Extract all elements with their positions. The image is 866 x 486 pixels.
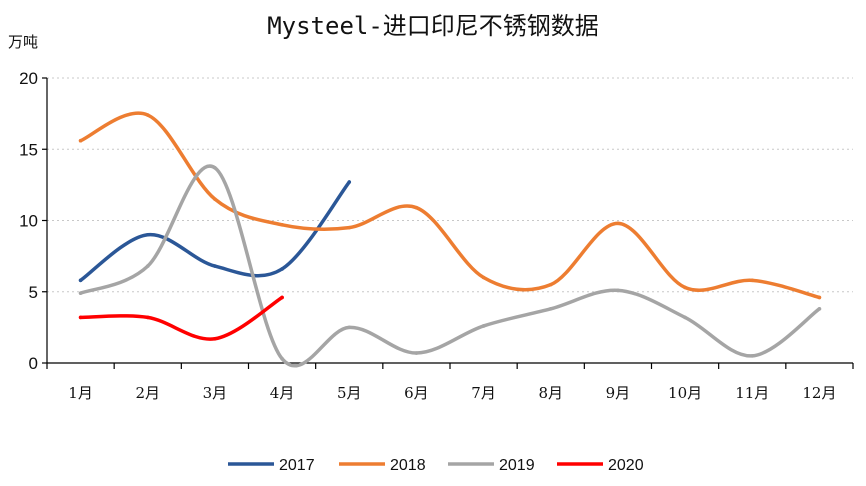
legend-label-2020: 2020 — [608, 457, 644, 474]
x-tick-label: 3月 — [203, 384, 228, 402]
x-ticks: 1月 2月 3月 4月 5月 6月 7月 8月 9月 10月 11月 12月 — [46, 363, 854, 402]
data-point-2017 — [78, 278, 83, 283]
data-point-2018 — [481, 275, 486, 280]
series-line-2020 — [78, 295, 284, 341]
data-point-2019 — [145, 264, 150, 268]
legend-label-2017: 2017 — [279, 457, 315, 474]
data-point-2019 — [750, 354, 755, 358]
series — [78, 111, 822, 368]
x-tick-label: 4月 — [270, 384, 295, 402]
data-point-2017 — [145, 232, 150, 237]
x-tick-label: 11月 — [735, 384, 769, 402]
y-tick-label: 0 — [29, 354, 38, 373]
x-tick-label: 1月 — [68, 384, 93, 402]
x-tick-label: 2月 — [135, 384, 160, 402]
x-tick-label: 12月 — [802, 384, 836, 402]
grid — [47, 77, 853, 293]
data-point-2019 — [616, 288, 620, 293]
data-point-2020 — [213, 336, 217, 341]
chart-title: Mysteel-进口印尼不锈钢数据 — [267, 12, 599, 40]
x-tick-label: 6月 — [404, 384, 429, 402]
data-point-2019 — [548, 307, 553, 311]
legend: 2017 2018 2019 2020 — [228, 457, 644, 474]
legend-label-2019: 2019 — [499, 457, 535, 474]
y-axis-unit-label: 万吨 — [8, 33, 38, 51]
data-point-2019 — [481, 324, 486, 328]
x-tick-label: 9月 — [606, 384, 631, 402]
y-ticks: 0 5 10 15 20 — [19, 69, 47, 373]
data-point-2017 — [280, 267, 284, 271]
data-point-2017 — [347, 180, 352, 184]
x-tick-label: 7月 — [471, 384, 496, 402]
data-point-2018 — [78, 138, 83, 143]
x-tick-label: 5月 — [337, 384, 362, 402]
data-point-2018 — [683, 285, 687, 290]
x-tick-label: 8月 — [538, 384, 563, 402]
data-point-2018 — [750, 278, 755, 283]
series-line-2018 — [78, 111, 822, 300]
y-tick-label: 5 — [29, 283, 38, 302]
data-point-2017 — [213, 264, 217, 268]
data-point-2018 — [280, 222, 284, 227]
data-point-2020 — [78, 315, 83, 320]
data-point-2019 — [817, 307, 822, 311]
data-point-2020 — [280, 295, 284, 300]
data-point-2018 — [213, 197, 217, 201]
data-point-2018 — [414, 205, 419, 210]
y-tick-label: 15 — [19, 140, 38, 159]
data-point-2019 — [280, 356, 284, 361]
data-point-2018 — [548, 282, 553, 287]
data-point-2019 — [78, 291, 83, 295]
data-point-2019 — [414, 351, 419, 355]
y-tick-label: 20 — [19, 69, 38, 88]
data-point-2019 — [347, 325, 352, 330]
data-point-2019 — [213, 165, 217, 170]
data-point-2019 — [683, 315, 687, 320]
data-point-2018 — [347, 225, 352, 230]
y-tick-label: 10 — [19, 212, 38, 231]
data-point-2018 — [616, 221, 620, 226]
data-point-2018 — [145, 113, 150, 117]
legend-label-2018: 2018 — [390, 457, 426, 474]
x-tick-label: 10月 — [668, 384, 702, 402]
data-point-2018 — [817, 295, 822, 300]
data-point-2020 — [145, 315, 150, 320]
